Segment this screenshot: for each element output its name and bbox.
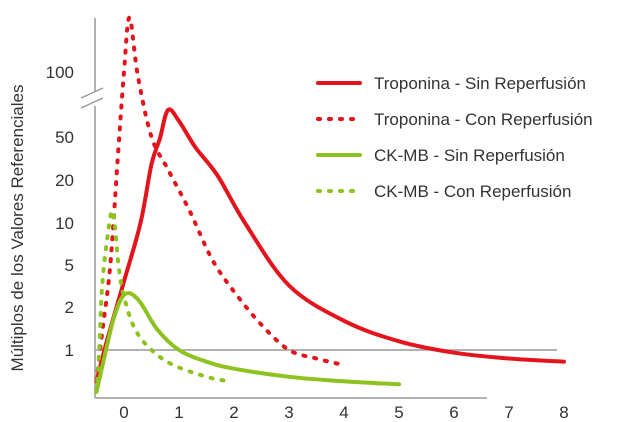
axis-break-mark-1 (80, 87, 104, 99)
y-axis-label: Múltiplos de los Valores Referenciales (8, 85, 27, 372)
x-tick-label: 0 (119, 403, 128, 422)
y-tick-label: 50 (55, 128, 74, 147)
y-tick-label: 10 (55, 214, 74, 233)
series-line-1 (94, 107, 566, 384)
legend: Troponina - Sin Reperfusión Troponina - C… (316, 74, 593, 201)
y-tick-label: 100 (46, 63, 74, 82)
y-tick-label: 5 (65, 256, 74, 275)
x-tick-label: 4 (339, 403, 348, 422)
y-tick-label: 2 (65, 298, 74, 317)
y-tick-label: 20 (55, 171, 74, 190)
series-layer (94, 15, 566, 394)
x-tick-label: 2 (229, 403, 238, 422)
x-tick-label: 7 (504, 403, 513, 422)
x-tick-label: 8 (559, 403, 568, 422)
y-tick-label: 1 (65, 341, 74, 360)
legend-label-2: Troponina - Con Reperfusión (374, 110, 593, 129)
x-tick-label: 1 (174, 403, 183, 422)
x-tick-label: 6 (449, 403, 458, 422)
legend-label-3: CK-MB - Sin Reperfusión (374, 146, 565, 165)
axis-break-mark-2 (80, 97, 104, 109)
legend-label-4: CK-MB - Con Reperfusión (374, 182, 571, 201)
series-line-3 (94, 291, 401, 394)
x-tick-label: 5 (394, 403, 403, 422)
axes: 1 2 5 10 20 50 100 0 1 2 3 4 5 6 7 8 (46, 18, 569, 422)
x-tick-label: 3 (284, 403, 293, 422)
legend-label-1: Troponina - Sin Reperfusión (374, 74, 586, 93)
series-line-4 (94, 208, 231, 394)
